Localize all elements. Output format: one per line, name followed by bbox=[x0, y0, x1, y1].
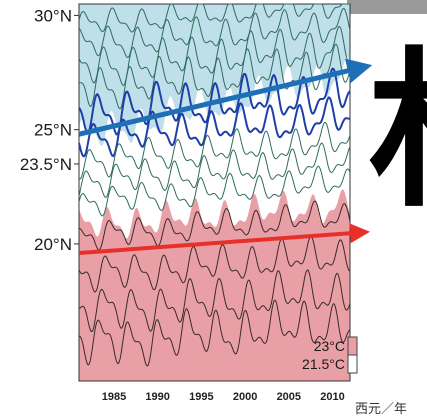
trend-arrow-21.5C bbox=[78, 58, 373, 137]
y-tick-label: 25°N bbox=[34, 121, 72, 140]
isotherm-line-8 bbox=[78, 142, 351, 198]
x-tick-label: 2005 bbox=[277, 391, 301, 403]
isotherm-line-12 bbox=[78, 269, 351, 332]
x-tick-label: 1985 bbox=[102, 391, 126, 403]
y-axis-labels: 30°N 25°N 23.5°N 20°N bbox=[20, 6, 79, 254]
legend-swatch bbox=[347, 354, 358, 374]
y-tick-label: 30°N bbox=[34, 6, 72, 25]
isotherm-line-7 bbox=[78, 122, 351, 180]
plot-frame bbox=[78, 3, 351, 382]
trend-arrows bbox=[78, 58, 373, 256]
header-bar bbox=[347, 0, 427, 14]
x-axis-labels: 1985 1990 1995 2000 2005 2010 bbox=[102, 391, 345, 403]
legend-label: 21.5°C bbox=[302, 356, 345, 372]
trend-arrow-23C bbox=[78, 223, 370, 256]
x-tick-label: 1990 bbox=[145, 391, 169, 403]
legend-swatch bbox=[347, 336, 358, 356]
x-tick-label: 2000 bbox=[233, 391, 257, 403]
cool-region bbox=[79, 4, 350, 146]
x-axis-title: 西元／年 bbox=[355, 402, 407, 417]
isotherm-line-1 bbox=[78, 3, 350, 33]
x-tick-label: 1995 bbox=[189, 391, 213, 403]
big-character: 林 bbox=[368, 33, 427, 231]
x-tick-label: 2010 bbox=[320, 391, 344, 403]
isotherm-line-11 bbox=[78, 235, 351, 293]
isotherm-line-6 bbox=[78, 96, 351, 158]
isotherm-line-10 bbox=[79, 200, 351, 251]
isotherm-line-13 bbox=[78, 299, 351, 367]
legend: 23°C 21.5°C bbox=[302, 336, 358, 374]
y-tick-label: 23.5°N bbox=[20, 155, 72, 174]
isotherm-line-9 bbox=[78, 165, 351, 217]
isotherm-line-2 bbox=[78, 7, 351, 59]
legend-label: 23°C bbox=[314, 338, 345, 354]
isotherm-line-4 bbox=[79, 43, 351, 110]
y-tick-label: 20°N bbox=[34, 235, 72, 254]
